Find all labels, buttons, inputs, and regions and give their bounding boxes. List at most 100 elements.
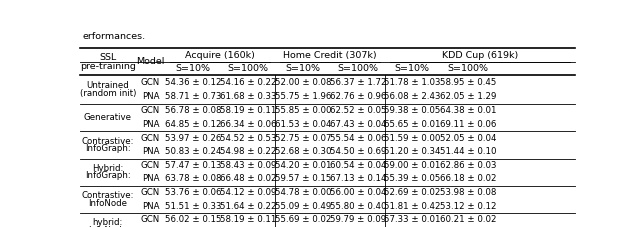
Text: 58.19 ± 0.11: 58.19 ± 0.11 [220,106,276,115]
Text: Contrastive:: Contrastive: [81,136,134,146]
Text: 55.69 ± 0.02: 55.69 ± 0.02 [275,215,332,224]
Text: 64.38 ± 0.01: 64.38 ± 0.01 [440,106,496,115]
Text: PNA: PNA [141,120,159,129]
Text: 61.68 ± 0.33: 61.68 ± 0.33 [220,92,276,101]
Text: GCN: GCN [141,78,160,87]
Text: Home Credit (307k): Home Credit (307k) [283,51,377,60]
Text: 58.43 ± 0.09: 58.43 ± 0.09 [220,161,276,170]
Text: Contrastive:: Contrastive: [81,191,134,200]
Text: 54.50 ± 0.69: 54.50 ± 0.69 [330,147,386,156]
Text: InfoNode: InfoNode [88,199,127,208]
Text: 58.71 ± 0.73: 58.71 ± 0.73 [165,92,221,101]
Text: GCN: GCN [141,215,160,224]
Text: 52.69 ± 0.02: 52.69 ± 0.02 [384,188,440,197]
Text: 57.47 ± 0.13: 57.47 ± 0.13 [165,161,221,170]
Text: 56.78 ± 0.08: 56.78 ± 0.08 [165,106,221,115]
Text: 67.43 ± 0.04: 67.43 ± 0.04 [330,120,386,129]
Text: 54.98 ± 0.22: 54.98 ± 0.22 [220,147,276,156]
Text: 59.38 ± 0.05: 59.38 ± 0.05 [384,106,440,115]
Text: Hybrid:: Hybrid: [92,164,124,173]
Text: 62.76 ± 0.96: 62.76 ± 0.96 [330,92,386,101]
Text: 55.54 ± 0.06: 55.54 ± 0.06 [330,133,386,143]
Text: 58.95 ± 0.45: 58.95 ± 0.45 [440,78,496,87]
Text: 55.75 ± 1.96: 55.75 ± 1.96 [275,92,332,101]
Text: 54.12 ± 0.09: 54.12 ± 0.09 [220,188,276,197]
Text: 59.79 ± 0.09: 59.79 ± 0.09 [330,215,386,224]
Text: InfoGraph:: InfoGraph: [85,171,131,180]
Text: 51.44 ± 0.10: 51.44 ± 0.10 [440,147,496,156]
Text: 62.86 ± 0.03: 62.86 ± 0.03 [440,161,496,170]
Text: PNA: PNA [141,92,159,101]
Text: 56.37 ± 1.72: 56.37 ± 1.72 [330,78,386,87]
Text: 61.53 ± 0.04: 61.53 ± 0.04 [275,120,332,129]
Text: 64.85 ± 0.12: 64.85 ± 0.12 [165,120,221,129]
Text: 51.59 ± 0.00: 51.59 ± 0.00 [384,133,440,143]
Text: 54.16 ± 0.22: 54.16 ± 0.22 [220,78,276,87]
Text: S=100%: S=100% [228,64,269,73]
Text: SSL: SSL [99,53,116,62]
Text: S=100%: S=100% [337,64,378,73]
Text: 62.05 ± 1.29: 62.05 ± 1.29 [440,92,496,101]
Text: 54.20 ± 0.01: 54.20 ± 0.01 [275,161,332,170]
Text: 56.08 ± 2.43: 56.08 ± 2.43 [384,92,440,101]
Text: 50.83 ± 0.24: 50.83 ± 0.24 [165,147,221,156]
Text: 66.18 ± 0.02: 66.18 ± 0.02 [440,175,496,183]
Text: 60.54 ± 0.04: 60.54 ± 0.04 [330,161,386,170]
Text: S=100%: S=100% [447,64,488,73]
Text: Acquire (160k): Acquire (160k) [186,51,255,60]
Text: 52.75 ± 0.07: 52.75 ± 0.07 [275,133,332,143]
Text: 51.51 ± 0.33: 51.51 ± 0.33 [165,202,221,211]
Text: KDD Cup (619k): KDD Cup (619k) [442,51,518,60]
Text: 51.20 ± 0.34: 51.20 ± 0.34 [384,147,440,156]
Text: 52.05 ± 0.04: 52.05 ± 0.04 [440,133,496,143]
Text: 57.33 ± 0.01: 57.33 ± 0.01 [384,215,440,224]
Text: 65.65 ± 0.01: 65.65 ± 0.01 [384,120,440,129]
Text: 66.34 ± 0.06: 66.34 ± 0.06 [220,120,276,129]
Text: 54.36 ± 0.12: 54.36 ± 0.12 [165,78,221,87]
Text: 53.76 ± 0.06: 53.76 ± 0.06 [165,188,221,197]
Text: 52.00 ± 0.08: 52.00 ± 0.08 [275,78,332,87]
Text: 56.02 ± 0.15: 56.02 ± 0.15 [165,215,221,224]
Text: 62.52 ± 0.05: 62.52 ± 0.05 [330,106,386,115]
Text: 56.00 ± 0.04: 56.00 ± 0.04 [330,188,386,197]
Text: Untrained: Untrained [86,81,129,90]
Text: 60.21 ± 0.02: 60.21 ± 0.02 [440,215,496,224]
Text: (random init): (random init) [79,89,136,98]
Text: 69.11 ± 0.06: 69.11 ± 0.06 [440,120,496,129]
Text: PNA: PNA [141,175,159,183]
Text: Generative: Generative [84,113,132,122]
Text: 58.19 ± 0.11: 58.19 ± 0.11 [220,215,276,224]
Text: GCN: GCN [141,188,160,197]
Text: S=10%: S=10% [285,64,321,73]
Text: PNA: PNA [141,147,159,156]
Text: GCN: GCN [141,106,160,115]
Text: 53.98 ± 0.08: 53.98 ± 0.08 [440,188,496,197]
Text: 63.78 ± 0.08: 63.78 ± 0.08 [165,175,221,183]
Text: 51.64 ± 0.22: 51.64 ± 0.22 [220,202,276,211]
Text: 55.80 ± 0.40: 55.80 ± 0.40 [330,202,386,211]
Text: S=10%: S=10% [395,64,430,73]
Text: InfoNode: InfoNode [88,226,127,227]
Text: PNA: PNA [141,202,159,211]
Text: 53.12 ± 0.12: 53.12 ± 0.12 [440,202,496,211]
Text: pre-training: pre-training [80,62,136,71]
Text: 52.68 ± 0.30: 52.68 ± 0.30 [275,147,332,156]
Text: 59.00 ± 0.01: 59.00 ± 0.01 [384,161,440,170]
Text: GCN: GCN [141,133,160,143]
Text: 66.48 ± 0.02: 66.48 ± 0.02 [220,175,276,183]
Text: 54.52 ± 0.53: 54.52 ± 0.53 [220,133,276,143]
Text: 55.85 ± 0.00: 55.85 ± 0.00 [275,106,332,115]
Text: 59.57 ± 0.15: 59.57 ± 0.15 [275,175,332,183]
Text: S=10%: S=10% [175,64,211,73]
Text: 53.97 ± 0.26: 53.97 ± 0.26 [165,133,221,143]
Text: hybrid:: hybrid: [93,218,123,227]
Text: 55.09 ± 0.49: 55.09 ± 0.49 [275,202,332,211]
Text: Model: Model [136,57,164,66]
Text: 55.39 ± 0.05: 55.39 ± 0.05 [384,175,440,183]
Text: 51.81 ± 0.42: 51.81 ± 0.42 [384,202,440,211]
Text: InfoGraph:: InfoGraph: [85,144,131,153]
Text: 54.78 ± 0.00: 54.78 ± 0.00 [275,188,332,197]
Text: 51.78 ± 1.03: 51.78 ± 1.03 [384,78,440,87]
Text: erformances.: erformances. [83,32,146,41]
Text: 67.13 ± 0.14: 67.13 ± 0.14 [330,175,386,183]
